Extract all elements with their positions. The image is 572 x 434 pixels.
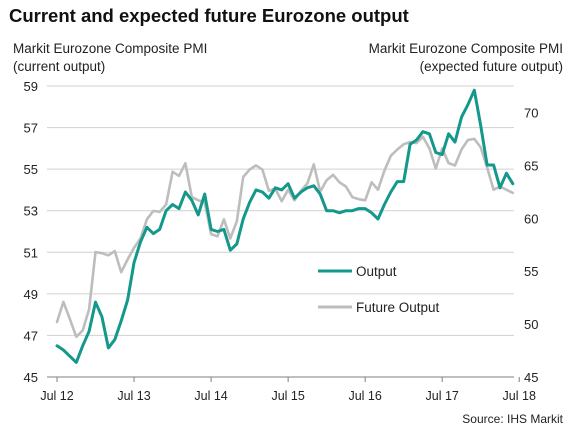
source-note: Source: IHS Markit [462,412,563,426]
left-y-tick-label: 49 [24,287,38,302]
x-tick-label: Jul 18 [503,389,536,403]
left-axis-title-line-2: (current output) [13,59,106,74]
x-tick-label: Jul 16 [348,389,381,403]
chart-title: Current and expected future Eurozone out… [9,5,409,26]
x-tick-label: Jul 14 [194,389,227,403]
x-tick-label: Jul 12 [40,389,73,403]
future-output-line [55,135,515,339]
left-y-tick-label: 57 [24,121,38,136]
x-tick-label: Jul 13 [117,389,150,403]
right-y-tick-label: 65 [524,158,538,173]
left-y-tick-label: 51 [24,245,38,260]
right-axis-title-line-2: (expected future output) [419,59,563,74]
output-line [55,88,515,364]
legend-label-output: Output [356,264,397,279]
right-axis-title-line-1: Markit Eurozone Composite PMI [368,41,563,56]
right-y-tick-label: 45 [524,370,538,385]
left-y-tick-label: 59 [24,79,38,94]
left-axis-title: Markit Eurozone Composite PMI (current o… [13,40,207,76]
x-tick-label: Jul 17 [426,389,459,403]
right-y-tick-label: 55 [524,264,538,279]
left-axis-title-line-1: Markit Eurozone Composite PMI [13,41,208,56]
right-y-tick-label: 50 [524,317,538,332]
left-y-tick-label: 47 [24,328,38,343]
left-y-tick-label: 53 [24,204,38,219]
x-tick-label: Jul 15 [271,389,304,403]
left-y-tick-label: 45 [24,370,38,385]
left-y-tick-label: 55 [24,162,38,177]
right-y-tick-label: 60 [524,211,538,226]
legend-label-future-output: Future Output [356,300,440,315]
right-y-tick-label: 70 [524,105,538,120]
right-axis-title: Markit Eurozone Composite PMI (expected … [369,40,563,76]
